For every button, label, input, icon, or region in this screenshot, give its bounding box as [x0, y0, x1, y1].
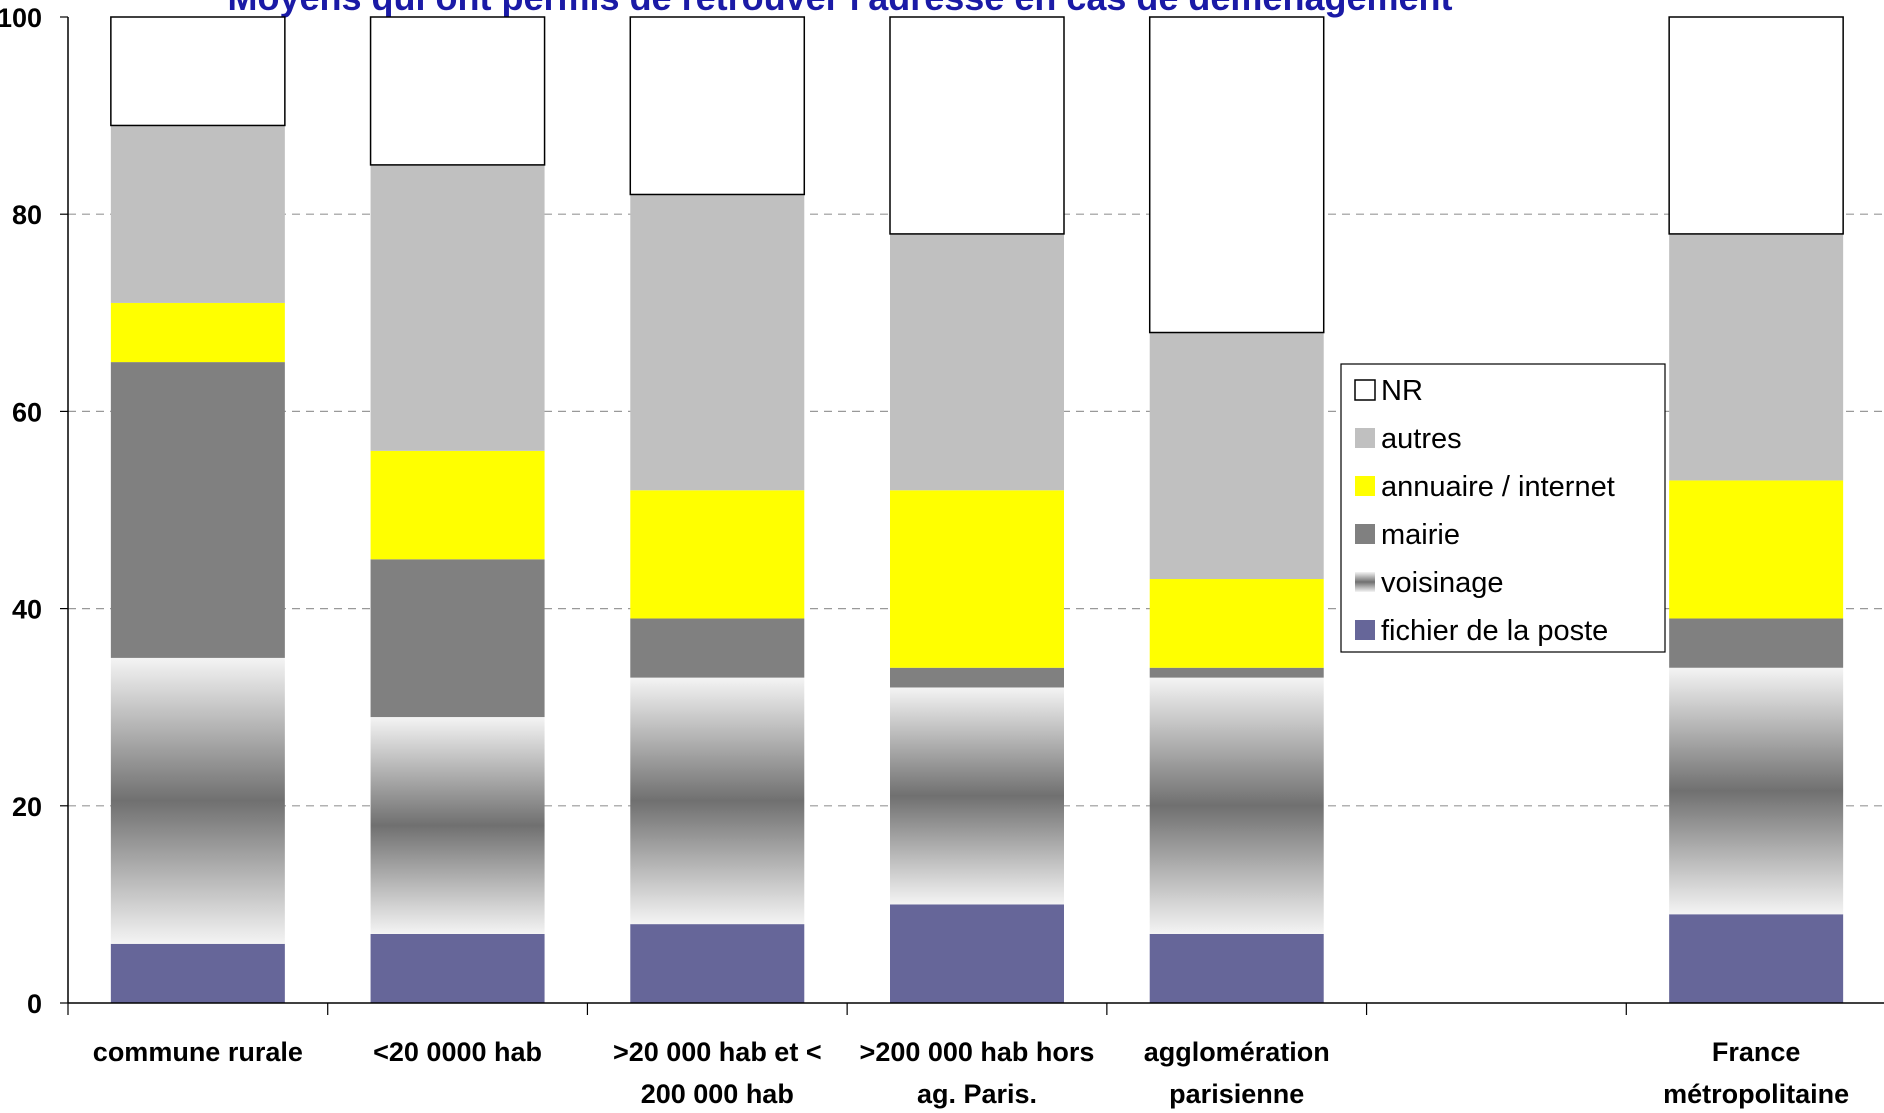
bar-segment — [110, 657, 285, 944]
bar-segment — [890, 233, 1064, 491]
bar-segment — [370, 933, 545, 1003]
bar-segment — [110, 16, 286, 127]
x-tick-label: France métropolitaine — [1663, 1037, 1850, 1109]
bar-segment — [1149, 677, 1324, 934]
legend-swatch — [1355, 524, 1375, 544]
bar-segment — [1149, 933, 1324, 1003]
bar-segment — [630, 490, 805, 619]
x-tick-label: >20 000 hab et < 200 000 hab — [612, 1037, 822, 1109]
y-tick-label: 100 — [0, 3, 42, 33]
bar-segment — [110, 943, 285, 1003]
bar-segment — [1149, 579, 1324, 668]
bar-segment — [110, 302, 285, 363]
bar-segment — [889, 16, 1065, 235]
bar-segment — [1669, 618, 1844, 668]
legend-box — [1340, 363, 1666, 653]
y-tick-label: 20 — [12, 792, 42, 822]
bar-segment — [890, 490, 1064, 668]
y-tick-label: 0 — [27, 989, 42, 1019]
bar-segment — [1669, 667, 1844, 915]
legend-swatch — [1355, 428, 1375, 448]
bar-segment — [1149, 332, 1324, 580]
bar-segment — [630, 924, 805, 1003]
bar-segment — [630, 194, 805, 491]
y-tick-label: 60 — [12, 397, 42, 427]
bar-segment — [890, 687, 1064, 905]
bar-segment — [369, 16, 546, 166]
y-tick-label: 80 — [12, 200, 42, 230]
bar-segment — [630, 618, 805, 678]
legend-label: NR — [1381, 375, 1423, 407]
bar-segment — [370, 717, 545, 934]
bar-segment — [370, 450, 545, 560]
bar-segment — [110, 125, 285, 303]
legend-swatch — [1354, 379, 1376, 401]
bar-segment — [1668, 16, 1844, 235]
legend-swatch — [1355, 572, 1375, 592]
y-tick-label: 40 — [12, 595, 42, 625]
chart-title: Moyens qui ont permis de retrouver l'adr… — [228, 0, 1453, 18]
bar-segment — [629, 16, 806, 196]
legend-swatch — [1355, 620, 1375, 640]
bar-segment — [110, 362, 285, 658]
bar-segment — [890, 667, 1064, 688]
legend-label: annuaire / internet — [1381, 471, 1615, 503]
bar-segment — [370, 559, 545, 718]
bar-segment — [1149, 667, 1324, 678]
bar-segment — [1669, 914, 1844, 1003]
bar-segment — [1669, 233, 1844, 481]
bar-segment — [630, 677, 805, 925]
legend-label: voisinage — [1381, 567, 1504, 599]
legend-label: autres — [1381, 423, 1462, 455]
bar-segment — [890, 904, 1064, 1003]
x-tick-label: >200 000 hab hors ag. Paris. — [859, 1037, 1095, 1109]
x-tick-label: agglomération parisienne — [1143, 1037, 1330, 1109]
x-tick-label: <20 0000 hab — [373, 1037, 542, 1067]
legend-label: mairie — [1381, 519, 1460, 551]
bar-segment — [1669, 480, 1844, 619]
bar-segment — [1148, 16, 1325, 334]
bar-segment — [370, 164, 545, 451]
legend-swatch — [1355, 476, 1375, 496]
legend-label: fichier de la poste — [1381, 615, 1608, 647]
x-tick-label: commune rurale — [92, 1037, 303, 1067]
